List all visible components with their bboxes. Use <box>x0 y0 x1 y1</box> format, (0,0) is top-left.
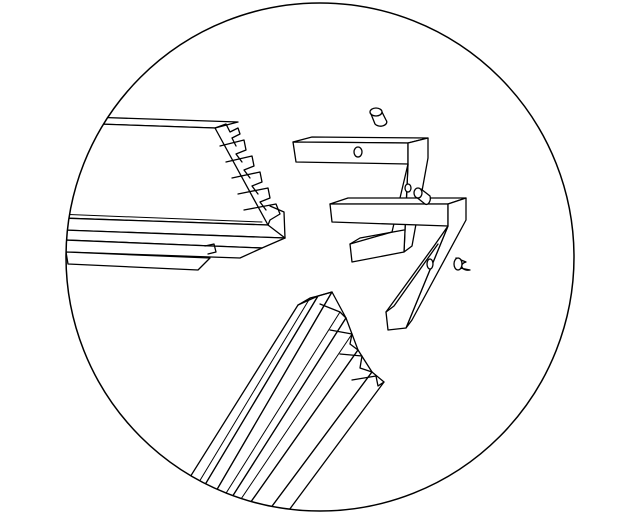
grub-screw-right <box>453 257 471 271</box>
profile-rail-vertical <box>137 291 385 511</box>
grub-screw-middle <box>404 183 431 205</box>
profile-rail-horizontal <box>66 115 286 271</box>
corner-bracket-lower <box>329 197 467 331</box>
detail-contents <box>66 107 471 511</box>
grub-screw-top <box>369 107 388 127</box>
detail-circle-frame <box>65 2 575 512</box>
